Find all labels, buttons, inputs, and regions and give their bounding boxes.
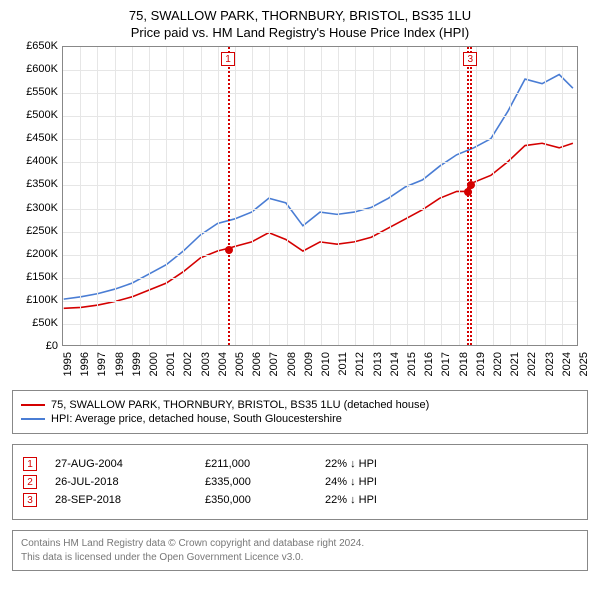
gridline-v	[407, 47, 408, 345]
sales-row-price: £211,000	[205, 458, 325, 470]
gridline-v	[373, 47, 374, 345]
title-subtitle: Price paid vs. HM Land Registry's House …	[12, 25, 588, 40]
legend-swatch	[21, 418, 45, 420]
gridline-v	[441, 47, 442, 345]
sale-marker-badge: 3	[463, 52, 477, 66]
gridline-v	[424, 47, 425, 345]
gridline-h	[63, 116, 577, 117]
series-hpi	[64, 75, 573, 300]
attribution-line1: Contains HM Land Registry data © Crown c…	[21, 537, 579, 551]
gridline-v	[355, 47, 356, 345]
x-tick-label: 2025	[578, 352, 600, 376]
sales-row-badge: 1	[23, 457, 37, 471]
gridline-v	[287, 47, 288, 345]
attribution-line2: This data is licensed under the Open Gov…	[21, 551, 579, 565]
y-tick-label: £450K	[12, 132, 58, 144]
gridline-v	[545, 47, 546, 345]
gridline-v	[527, 47, 528, 345]
legend-label: HPI: Average price, detached house, Sout…	[51, 413, 342, 425]
legend-swatch	[21, 404, 45, 406]
gridline-v	[338, 47, 339, 345]
sales-row: 2 26-JUL-2018£335,00024% ↓ HPI	[23, 475, 577, 489]
gridline-h	[63, 278, 577, 279]
sales-row-date: 27-AUG-2004	[55, 458, 205, 470]
gridline-h	[63, 185, 577, 186]
gridline-h	[63, 301, 577, 302]
gridline-v	[459, 47, 460, 345]
y-tick-label: £0	[12, 340, 58, 352]
sales-row-diff: 22% ↓ HPI	[325, 494, 377, 506]
sales-row-diff: 24% ↓ HPI	[325, 476, 377, 488]
y-tick-label: £550K	[12, 86, 58, 98]
gridline-v	[132, 47, 133, 345]
gridline-v	[149, 47, 150, 345]
y-tick-label: £250K	[12, 225, 58, 237]
gridline-v	[218, 47, 219, 345]
gridline-h	[63, 162, 577, 163]
gridline-h	[63, 232, 577, 233]
gridline-v	[115, 47, 116, 345]
plot-region	[62, 46, 578, 346]
series-property	[64, 143, 573, 308]
sale-marker-vline	[228, 47, 230, 345]
gridline-v	[183, 47, 184, 345]
sales-row-price: £335,000	[205, 476, 325, 488]
gridline-v	[562, 47, 563, 345]
sale-marker-vline	[470, 47, 472, 345]
y-tick-label: £200K	[12, 248, 58, 260]
y-tick-label: £600K	[12, 63, 58, 75]
y-tick-label: £300K	[12, 202, 58, 214]
chart-area: £0 £50K £100K £150K £200K £250K £300K £350K £400…	[12, 46, 588, 386]
gridline-v	[80, 47, 81, 345]
sales-row-date: 28-SEP-2018	[55, 494, 205, 506]
gridline-h	[63, 255, 577, 256]
sales-row-badge: 3	[23, 493, 37, 507]
title-block: 75, SWALLOW PARK, THORNBURY, BRISTOL, BS…	[12, 8, 588, 40]
gridline-h	[63, 93, 577, 94]
gridline-v	[166, 47, 167, 345]
gridline-v	[304, 47, 305, 345]
legend-label: 75, SWALLOW PARK, THORNBURY, BRISTOL, BS…	[51, 399, 429, 411]
attribution: Contains HM Land Registry data © Crown c…	[12, 530, 588, 571]
y-tick-label: £400K	[12, 155, 58, 167]
legend-item: 75, SWALLOW PARK, THORNBURY, BRISTOL, BS…	[21, 399, 579, 411]
gridline-h	[63, 324, 577, 325]
sales-table: 127-AUG-2004£211,00022% ↓ HPI226-JUL-201…	[12, 444, 588, 520]
gridline-v	[476, 47, 477, 345]
legend-item: HPI: Average price, detached house, Sout…	[21, 413, 579, 425]
y-tick-label: £650K	[12, 40, 58, 52]
title-address: 75, SWALLOW PARK, THORNBURY, BRISTOL, BS…	[12, 8, 588, 23]
gridline-v	[97, 47, 98, 345]
legend: 75, SWALLOW PARK, THORNBURY, BRISTOL, BS…	[12, 390, 588, 434]
sales-row-price: £350,000	[205, 494, 325, 506]
gridline-v	[493, 47, 494, 345]
gridline-h	[63, 70, 577, 71]
gridline-v	[269, 47, 270, 345]
y-tick-label: £100K	[12, 294, 58, 306]
gridline-v	[235, 47, 236, 345]
y-tick-label: £500K	[12, 109, 58, 121]
y-tick-label: £350K	[12, 178, 58, 190]
gridline-v	[201, 47, 202, 345]
sales-row-date: 26-JUL-2018	[55, 476, 205, 488]
gridline-v	[390, 47, 391, 345]
chart-container: 75, SWALLOW PARK, THORNBURY, BRISTOL, BS…	[0, 0, 600, 590]
sales-row: 3 28-SEP-2018£350,00022% ↓ HPI	[23, 493, 577, 507]
sale-marker-dot	[225, 246, 233, 254]
gridline-h	[63, 209, 577, 210]
y-tick-label: £150K	[12, 271, 58, 283]
sales-row: 1 27-AUG-2004£211,00022% ↓ HPI	[23, 457, 577, 471]
gridline-v	[321, 47, 322, 345]
sales-row-diff: 22% ↓ HPI	[325, 458, 377, 470]
sale-marker-badge: 1	[221, 52, 235, 66]
gridline-v	[510, 47, 511, 345]
gridline-h	[63, 139, 577, 140]
gridline-v	[252, 47, 253, 345]
sale-marker-dot	[467, 181, 475, 189]
y-tick-label: £50K	[12, 317, 58, 329]
sales-row-badge: 2	[23, 475, 37, 489]
